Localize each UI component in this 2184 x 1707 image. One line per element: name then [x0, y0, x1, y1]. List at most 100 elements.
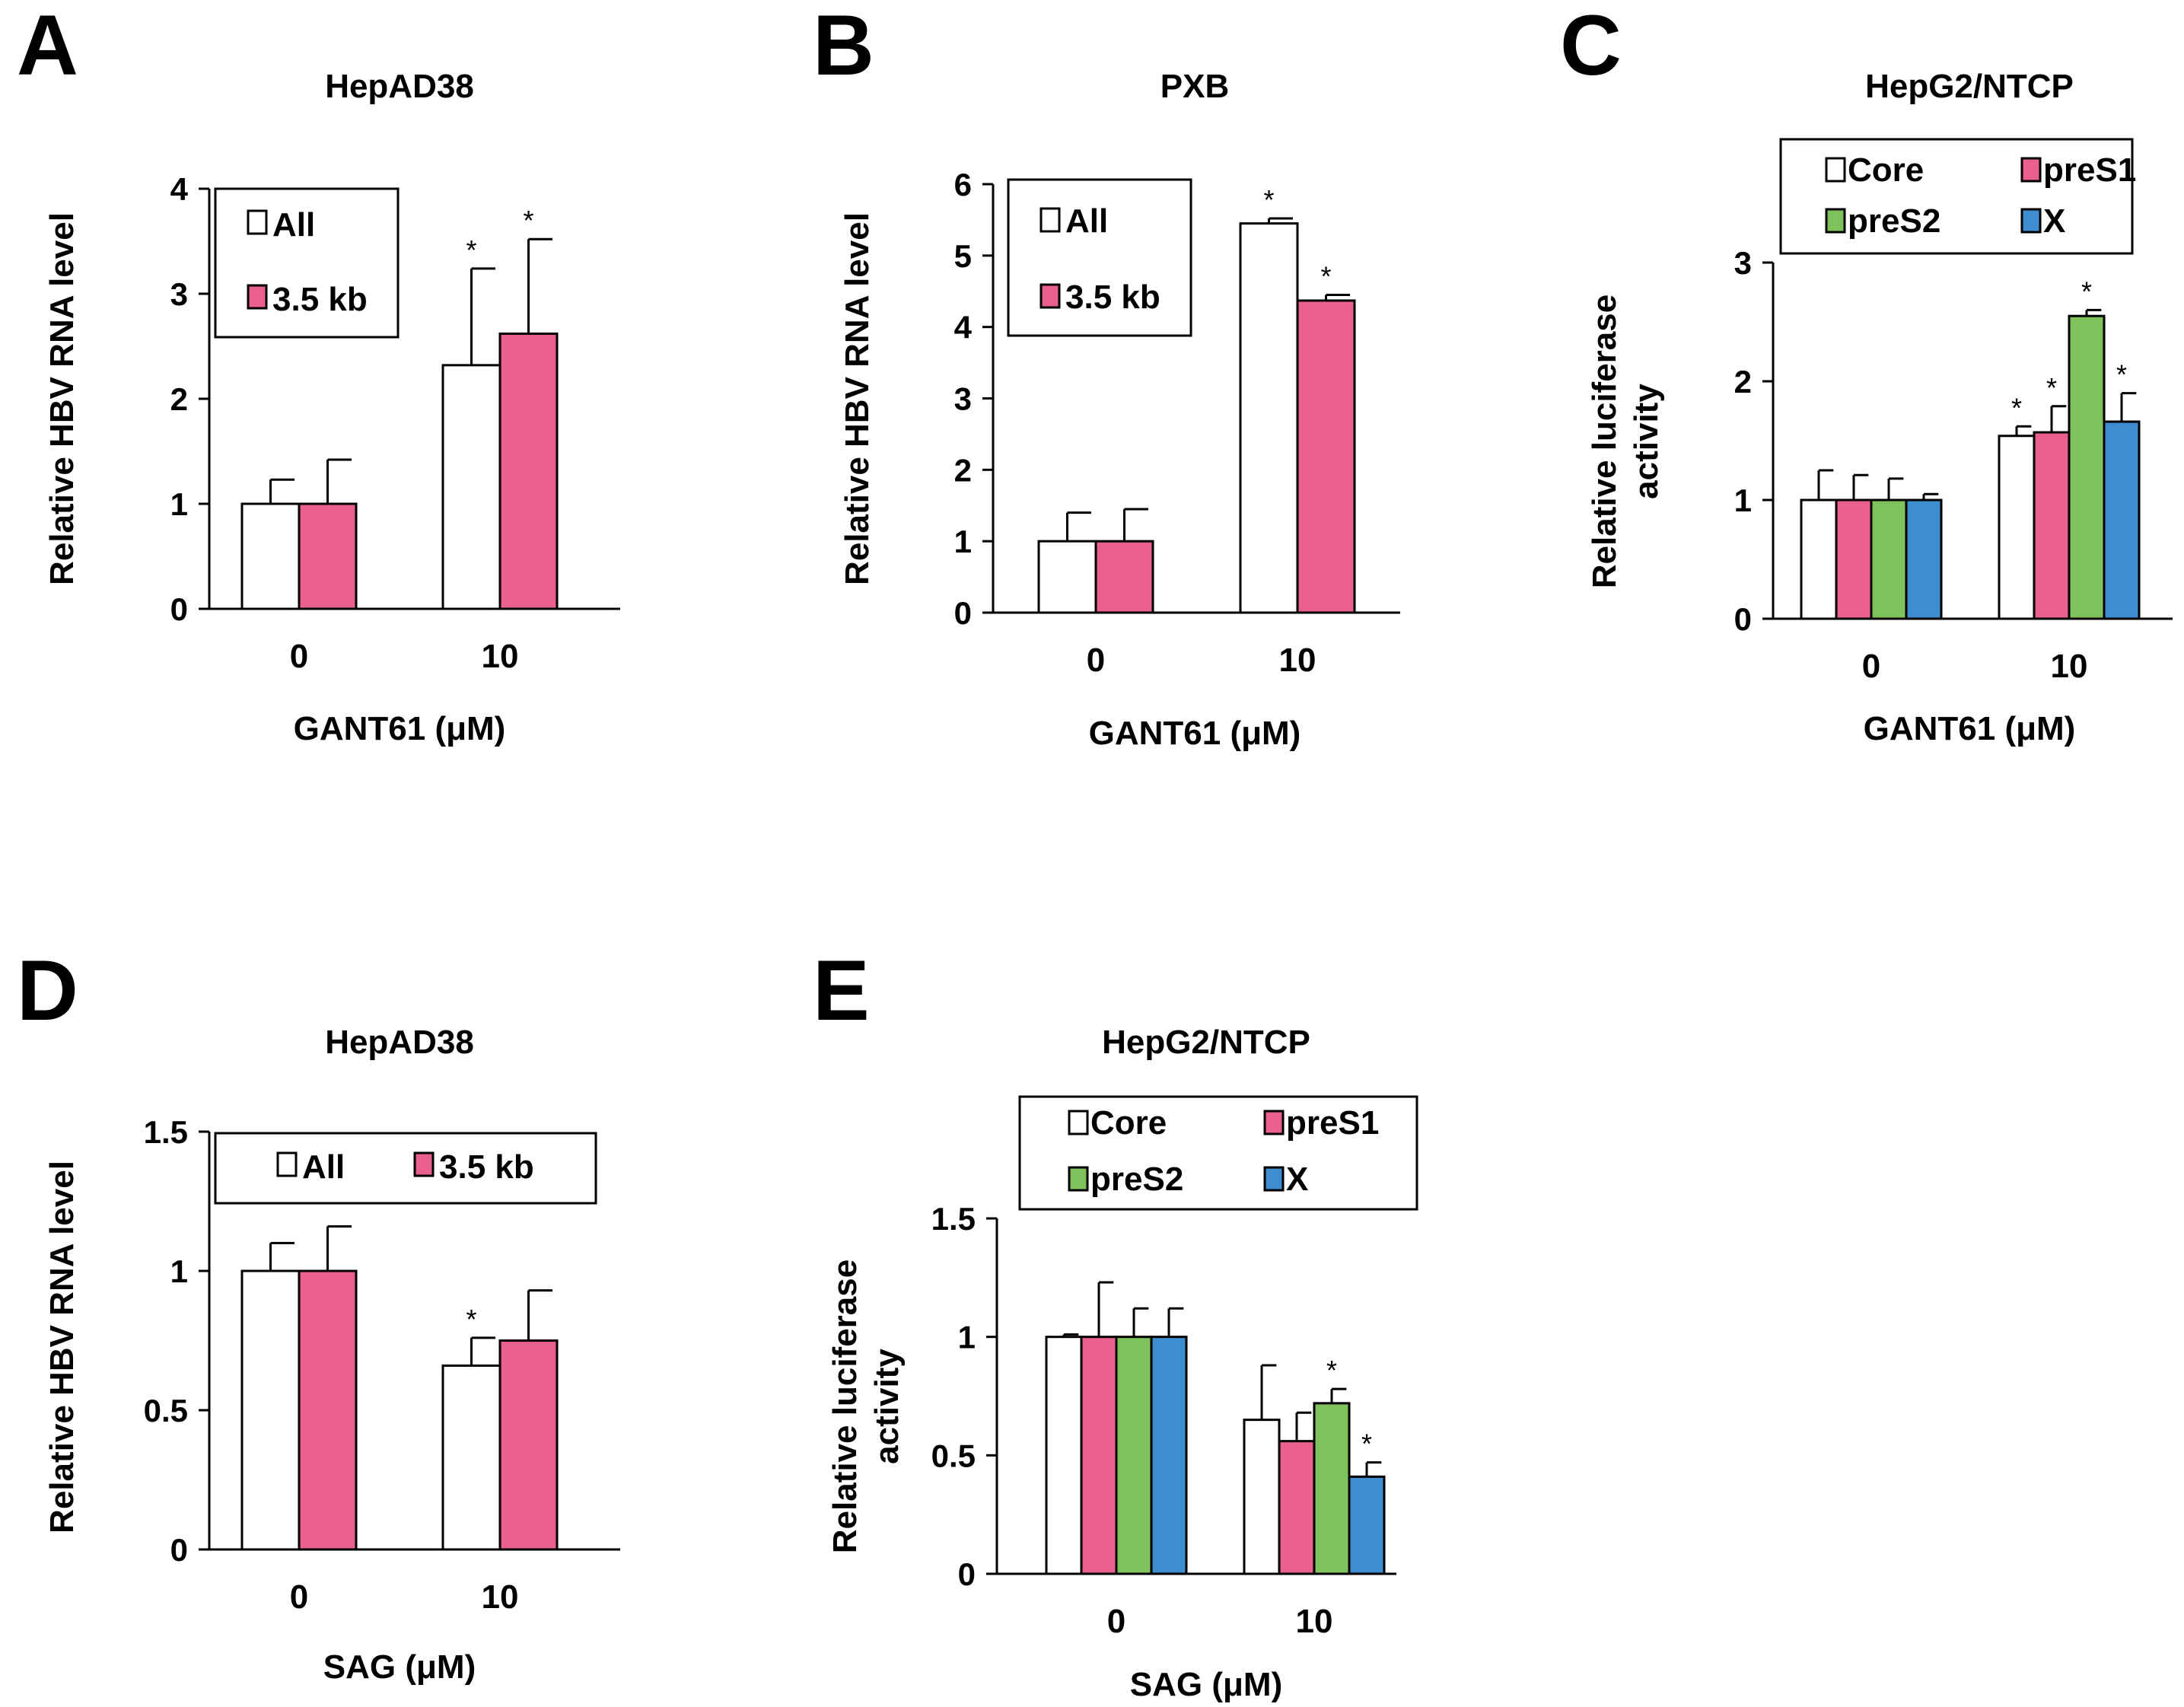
legend-swatch-x	[2020, 208, 2042, 234]
legend-swatch-all	[1039, 207, 1061, 233]
legend-label: 3.5 kb	[439, 1148, 534, 1186]
legend-swatch-pres1	[1263, 1110, 1285, 1135]
panel-letter: A	[17, 0, 78, 93]
panel-a: A HepAD38 0 1 2 3 4 0 10 * * GANT61 (μM) Relative HB…	[17, 0, 620, 747]
bar-3-5-kb-10	[498, 332, 559, 610]
legend-swatch-pres1	[2020, 157, 2042, 183]
y-tick-label: 2	[954, 452, 972, 488]
bar-core-0	[1045, 1336, 1083, 1575]
y-tick-label: 0	[958, 1556, 976, 1592]
y-tick-label: 0	[170, 1532, 188, 1568]
chart-title: HepG2/NTCP	[1102, 1024, 1310, 1061]
legend-label: Core	[1848, 151, 1924, 189]
legend-swatch-all	[247, 209, 268, 235]
panel-letter: C	[1560, 0, 1622, 93]
bar-core-0	[1800, 498, 1838, 620]
y-tick-label: 3	[170, 276, 188, 312]
panel-c: C HepG2/NTCP 0 1 2 3 0 10 * * * * GANT61 (μM) Relativ…	[1560, 0, 2173, 747]
significance-asterisk: *	[2011, 392, 2022, 423]
y-tick-label: 2	[1734, 364, 1752, 400]
significance-asterisk: *	[2046, 372, 2057, 403]
bar-pres2-10	[2068, 314, 2106, 620]
x-category-label: 10	[2051, 648, 2088, 685]
y-axis-label: Relative luciferase activity	[826, 1260, 906, 1553]
legend-swatch-3-5-kb	[247, 284, 268, 310]
y-tick-label: 1	[954, 524, 972, 559]
bar-3-5-kb-0	[298, 1269, 358, 1551]
significance-asterisk: *	[466, 234, 476, 266]
bar-pres1-0	[1835, 498, 1873, 620]
y-tick-label: 0	[954, 595, 972, 631]
y-tick-label: 0	[1734, 601, 1752, 637]
legend-swatch-core	[1825, 157, 1846, 183]
significance-asterisk: *	[2081, 275, 2092, 307]
x-axis-label: GANT61 (μM)	[294, 710, 506, 747]
bar-3-5-kb-10	[498, 1339, 559, 1551]
chart-title: HepAD38	[325, 68, 474, 105]
legend-box	[214, 1132, 597, 1205]
panel-letter: E	[813, 943, 870, 1038]
y-tick-label: 5	[954, 238, 972, 274]
x-axis-label: GANT61 (μM)	[1864, 710, 2076, 747]
legend-label: preS2	[1090, 1161, 1183, 1198]
bar-pres2-0	[1115, 1336, 1153, 1575]
x-category-label: 10	[1279, 642, 1316, 679]
legend-swatch-3-5-kb	[1039, 283, 1061, 309]
y-tick-label: 6	[954, 167, 972, 202]
legend-swatch-pres2	[1825, 208, 1846, 234]
panel-letter: D	[17, 943, 78, 1038]
y-tick-label: 0	[170, 591, 188, 627]
bar-all-0	[240, 1269, 301, 1551]
x-category-label: 0	[1107, 1603, 1125, 1640]
y-tick-label: 1	[958, 1320, 976, 1355]
x-category-label: 10	[482, 1578, 519, 1616]
bar-pres1-0	[1080, 1336, 1118, 1575]
x-category-label: 0	[1087, 642, 1105, 679]
y-tick-label: 4	[954, 310, 973, 346]
x-axis-label: SAG (μM)	[1130, 1666, 1282, 1703]
bar-pres2-0	[1870, 498, 1908, 620]
bar-3-5-kb-0	[298, 502, 358, 610]
y-tick-label: 3	[1734, 245, 1752, 281]
x-axis-label: GANT61 (μM)	[1089, 715, 1301, 752]
x-category-label: 10	[1296, 1603, 1333, 1640]
legend-label: X	[2043, 202, 2065, 240]
legend-swatch-x	[1263, 1166, 1285, 1192]
y-tick-label: 1.5	[931, 1201, 976, 1237]
bar-all-0	[240, 502, 301, 610]
legend-label: All	[1065, 202, 1108, 240]
y-axis-label: Relative HBV RNA level	[43, 212, 81, 585]
legend-label: 3.5 kb	[272, 281, 368, 318]
x-category-label: 0	[290, 638, 308, 675]
legend-box	[1007, 178, 1192, 337]
y-axis-label: Relative HBV RNA level	[43, 1161, 81, 1533]
chart-title: HepAD38	[325, 1024, 474, 1061]
y-tick-label: 1	[1734, 482, 1752, 518]
bar-pres1-10	[1278, 1440, 1316, 1575]
x-category-label: 0	[1862, 648, 1880, 685]
panel-letter: B	[813, 0, 874, 93]
y-tick-label: 0.5	[931, 1438, 976, 1473]
bar-all-0	[1037, 540, 1097, 614]
bar-pres2-10	[1313, 1402, 1351, 1575]
bar-all-10	[441, 1364, 501, 1551]
y-tick-label: 1.5	[144, 1114, 188, 1150]
significance-asterisk: *	[1361, 1428, 1372, 1460]
chart-title: PXB	[1160, 68, 1229, 105]
legend-label: Core	[1090, 1104, 1167, 1142]
bar-core-10	[1243, 1419, 1281, 1575]
y-axis-label: Relative luciferase activity	[1586, 295, 1665, 588]
legend-label: preS1	[2043, 151, 2136, 189]
legend-swatch-all	[276, 1151, 298, 1177]
significance-asterisk: *	[1326, 1355, 1337, 1386]
legend-label: preS1	[1286, 1104, 1379, 1142]
y-tick-label: 3	[954, 381, 972, 417]
y-tick-label: 1	[170, 1253, 188, 1289]
y-tick-label: 1	[170, 486, 188, 522]
panel-d: D HepAD38 0 0.5 1 1.5 0 10 * SAG (μM) Relative HBV…	[17, 943, 620, 1686]
bar-3-5-kb-10	[1296, 299, 1356, 614]
legend-label: X	[1286, 1161, 1308, 1198]
legend-label: preS2	[1848, 202, 1940, 240]
y-axis-label: Relative HBV RNA level	[839, 212, 876, 585]
significance-asterisk: *	[523, 205, 533, 236]
